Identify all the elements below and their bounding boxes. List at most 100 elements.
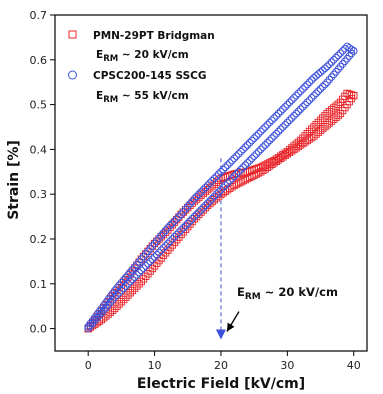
y-tick-label: 0.6 <box>30 54 48 67</box>
data-point <box>126 289 134 297</box>
data-point <box>294 107 303 116</box>
data-point <box>153 250 161 259</box>
data-point <box>177 210 185 219</box>
data-point <box>166 237 174 245</box>
data-point <box>188 197 196 206</box>
data-point <box>157 246 165 254</box>
data-point <box>122 293 130 301</box>
data-point <box>159 244 168 252</box>
data-point <box>288 144 296 152</box>
x-tick-label: 40 <box>347 359 361 372</box>
data-point <box>314 87 323 95</box>
data-point <box>148 255 157 263</box>
data-point <box>307 76 316 84</box>
data-point <box>208 194 216 203</box>
data-point <box>195 208 203 216</box>
data-point <box>268 134 276 142</box>
data-point <box>323 62 331 71</box>
data-point <box>292 109 300 118</box>
data-point <box>299 85 307 93</box>
x-tick-label: 10 <box>148 359 162 372</box>
data-point <box>325 108 334 116</box>
data-point <box>159 229 168 237</box>
data-point <box>330 115 338 123</box>
y-tick-label: 0.3 <box>30 188 48 201</box>
data-point <box>261 141 269 149</box>
data-point <box>170 233 179 241</box>
x-tick-label: 20 <box>214 359 228 372</box>
data-point <box>341 57 349 66</box>
data-point <box>288 114 296 122</box>
data-point <box>117 298 126 306</box>
data-point <box>237 147 245 156</box>
data-point <box>139 275 148 283</box>
data-point <box>84 324 92 333</box>
data-point <box>336 62 345 71</box>
data-point <box>274 127 283 136</box>
data-point <box>148 264 157 273</box>
data-point <box>230 154 238 163</box>
data-point <box>274 109 283 118</box>
data-point <box>321 64 329 73</box>
data-point <box>195 210 203 219</box>
data-point <box>126 268 134 276</box>
data-point <box>139 264 148 272</box>
data-point <box>281 103 289 111</box>
data-point <box>146 244 154 253</box>
data-point <box>268 116 276 125</box>
data-point <box>188 215 196 223</box>
legend-marker-cpsc <box>68 70 77 80</box>
data-point <box>179 228 187 236</box>
data-point <box>245 156 254 165</box>
plot-frame <box>54 14 368 352</box>
data-point <box>341 44 349 53</box>
data-point <box>128 275 137 284</box>
data-point <box>312 72 320 80</box>
data-point <box>241 161 250 169</box>
data-point <box>221 181 230 189</box>
data-point <box>199 185 208 194</box>
data-point <box>279 105 287 113</box>
data-point <box>252 150 261 158</box>
data-point <box>197 208 205 216</box>
data-point <box>195 190 203 198</box>
data-point <box>323 121 331 129</box>
data-point <box>272 155 280 163</box>
data-point <box>234 168 243 176</box>
data-point <box>285 116 294 125</box>
data-point <box>308 125 316 133</box>
data-point <box>184 219 192 228</box>
data-point <box>133 271 141 279</box>
data-point <box>272 129 281 138</box>
data-point <box>248 154 256 163</box>
data-point <box>168 219 177 228</box>
data-point <box>135 280 143 288</box>
data-point <box>334 111 342 120</box>
data-point <box>288 96 296 104</box>
data-point <box>290 112 298 120</box>
data-point <box>296 87 305 95</box>
data-point <box>219 165 227 174</box>
data-point <box>319 124 327 133</box>
data-point <box>301 82 309 91</box>
data-point <box>115 300 123 308</box>
data-point <box>223 161 232 169</box>
legend-note-cpsc-rest: ~ 55 kV/cm <box>118 90 189 102</box>
data-point <box>332 53 340 62</box>
data-point <box>170 217 179 225</box>
legend-label-pmn: PMN-29PT Bridgman <box>93 30 215 42</box>
data-point <box>99 306 108 315</box>
data-point <box>296 105 305 113</box>
y-tick-label: 0.2 <box>30 233 48 246</box>
data-point <box>332 67 340 76</box>
data-point <box>323 78 331 86</box>
ticks-layer: 0 10 20 30 40 0.0 0.1 0.2 0.3 0.4 0.5 0.6 0.7 <box>30 9 361 372</box>
data-point <box>241 143 250 151</box>
data-point <box>212 172 221 181</box>
series-cpsc200-145 <box>84 42 358 333</box>
data-point <box>334 100 342 108</box>
data-point <box>321 80 329 89</box>
data-point <box>177 226 185 234</box>
data-point <box>226 159 234 167</box>
data-point <box>130 273 139 281</box>
